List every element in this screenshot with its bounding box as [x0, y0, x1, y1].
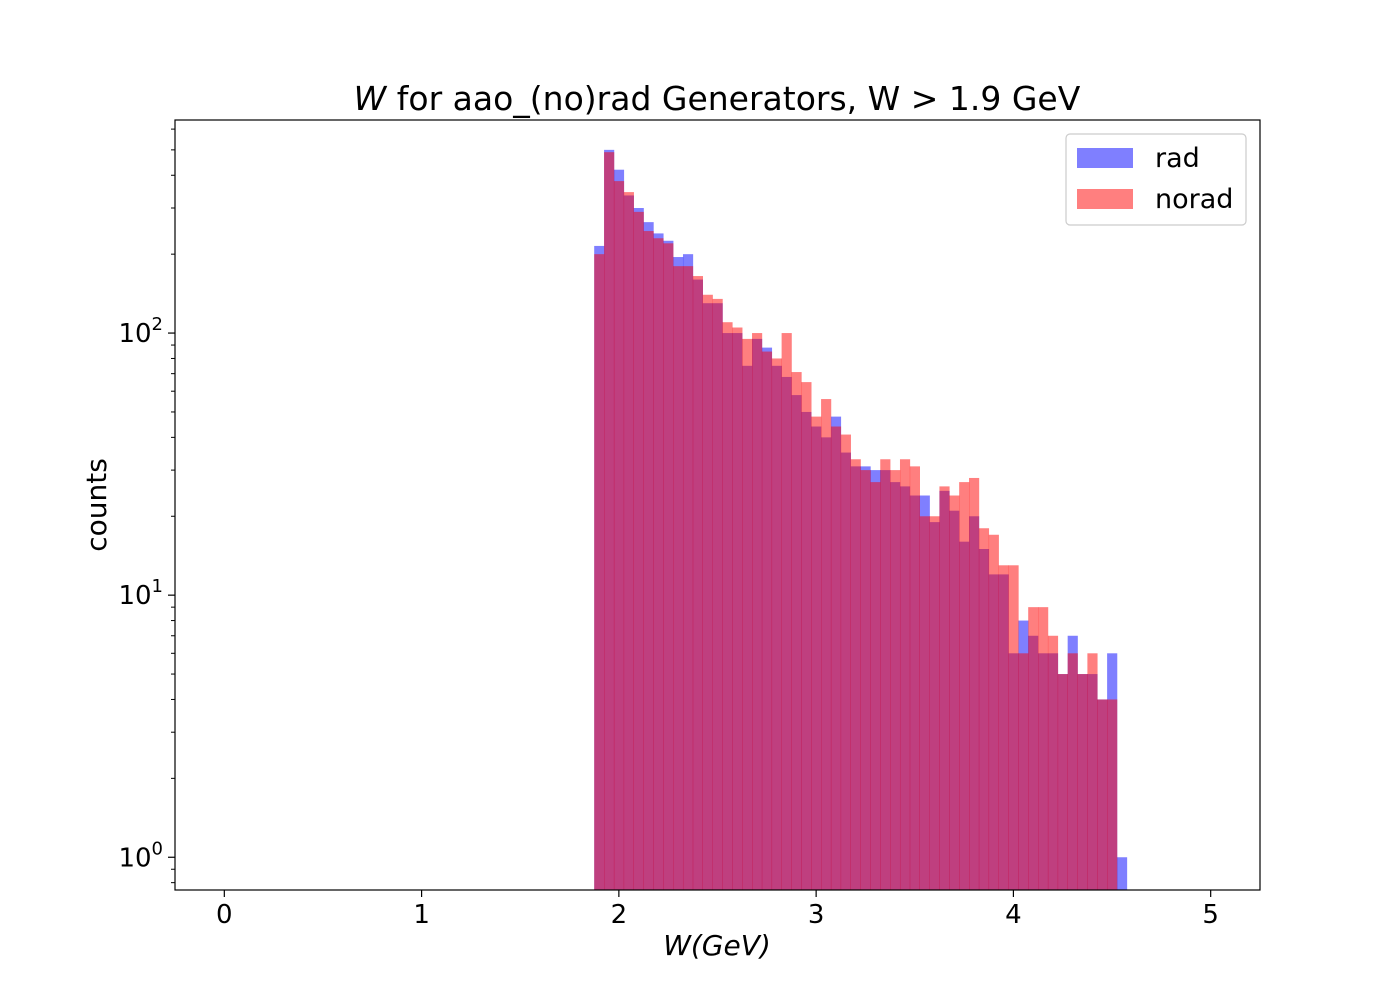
bar-norad-44	[1028, 607, 1039, 890]
x-axis-label: W(GeV)	[663, 929, 771, 962]
bar-norad-29	[880, 459, 891, 890]
x-tick-label-0: 0	[216, 900, 233, 930]
bar-norad-25	[840, 434, 851, 890]
bar-norad-8	[673, 266, 684, 890]
legend-label-rad: rad	[1155, 143, 1200, 174]
bar-norad-42	[1008, 565, 1019, 890]
bar-norad-36	[949, 495, 960, 890]
bar-norad-22	[811, 416, 822, 890]
bar-norad-23	[821, 399, 832, 890]
bar-norad-28	[870, 482, 881, 890]
bar-norad-7	[663, 243, 674, 890]
bar-norad-26	[850, 459, 861, 890]
bar-rad-53	[1116, 857, 1128, 890]
plot-frame	[174, 119, 1261, 891]
bar-norad-9	[682, 266, 694, 890]
x-axis: 0 1 2 3 4 5	[216, 890, 1219, 930]
bar-norad-18	[771, 358, 782, 891]
bar-norad-16	[752, 333, 763, 890]
x-tick-label-5: 5	[1202, 900, 1219, 930]
x-tick-label-4: 4	[1005, 900, 1022, 930]
bar-norad-31	[899, 459, 911, 890]
bar-norad-43	[1018, 653, 1029, 890]
legend: rad norad	[1065, 133, 1247, 226]
x-tick-label-1: 1	[413, 900, 430, 930]
bar-norad-15	[742, 338, 753, 890]
x-tick-label-3: 3	[808, 900, 825, 930]
series-norad	[594, 152, 1118, 891]
bar-norad-33	[919, 516, 930, 890]
bar-norad-24	[830, 426, 842, 890]
bar-norad-27	[860, 470, 871, 890]
bar-norad-46	[1047, 635, 1059, 890]
bar-norad-20	[791, 372, 802, 890]
bar-norad-0	[594, 254, 605, 890]
legend-label-norad: norad	[1155, 184, 1233, 215]
bar-norad-2	[613, 181, 625, 891]
chart-title-text: for aao_(no)rad Generators, W > 1.9 GeV	[386, 79, 1080, 118]
bar-norad-32	[909, 466, 920, 890]
bar-norad-14	[732, 327, 743, 890]
bar-norad-52	[1107, 699, 1118, 890]
y-axis-label: counts	[80, 458, 113, 552]
x-tick-label-2: 2	[611, 900, 628, 930]
bar-norad-48	[1067, 653, 1078, 890]
bar-norad-45	[1038, 607, 1049, 890]
bar-norad-19	[781, 333, 792, 890]
bar-norad-51	[1097, 699, 1108, 890]
bars-layer	[594, 149, 1128, 891]
bar-norad-40	[988, 534, 999, 890]
y-tick-label-2: 102	[118, 314, 163, 349]
bar-norad-34	[929, 516, 940, 890]
bar-norad-21	[801, 382, 812, 890]
bar-norad-3	[623, 192, 634, 891]
bar-norad-37	[959, 482, 970, 890]
chart-title-variable: W	[354, 79, 388, 118]
bar-norad-35	[939, 486, 950, 890]
bar-norad-12	[712, 298, 723, 890]
y-axis: 100 101 102	[118, 128, 175, 884]
bar-norad-49	[1077, 674, 1088, 890]
bar-norad-4	[633, 211, 644, 890]
bar-norad-41	[998, 565, 1009, 890]
bar-norad-10	[692, 276, 703, 890]
bar-norad-47	[1057, 674, 1068, 890]
bar-norad-1	[604, 152, 615, 890]
legend-swatch-norad	[1077, 189, 1133, 209]
bar-norad-6	[653, 238, 664, 890]
legend-swatch-rad	[1077, 148, 1133, 168]
bar-norad-13	[722, 322, 733, 891]
bar-norad-50	[1087, 653, 1098, 890]
bar-norad-11	[702, 294, 713, 890]
bar-norad-30	[890, 470, 901, 890]
bar-norad-38	[969, 477, 980, 890]
y-tick-label-1: 101	[118, 576, 163, 611]
y-tick-label-0: 100	[118, 838, 163, 873]
bar-norad-39	[978, 528, 990, 890]
bar-norad-17	[761, 351, 773, 890]
chart-title: W for aao_(no)rad Generators, W > 1.9 Ge…	[354, 79, 1081, 118]
bar-norad-5	[643, 231, 654, 890]
